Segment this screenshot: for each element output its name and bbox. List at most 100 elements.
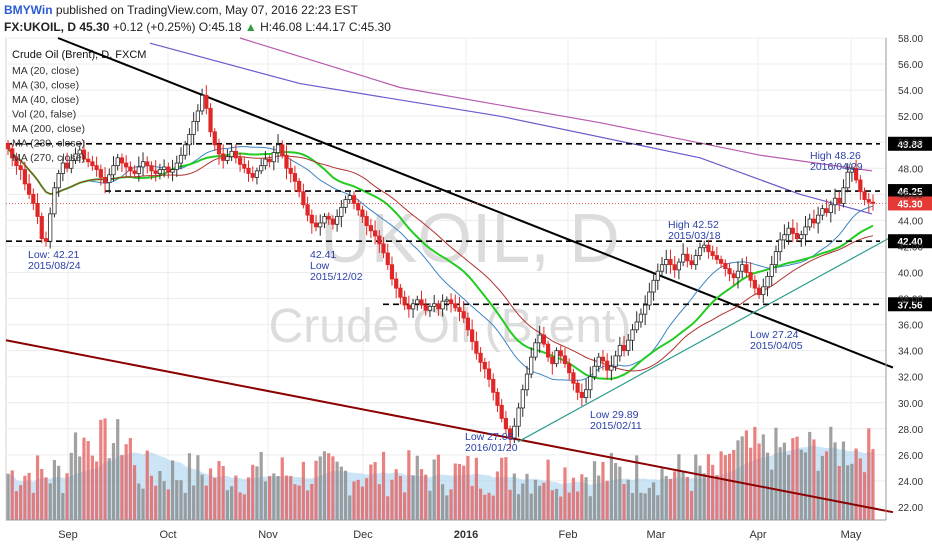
candle-body xyxy=(735,270,741,279)
candle-body xyxy=(748,272,753,281)
candle-body xyxy=(621,345,627,352)
candle-body xyxy=(174,162,179,170)
volume-bar xyxy=(626,479,630,520)
volume-bar xyxy=(124,444,128,520)
candle-body xyxy=(330,218,336,225)
support-trendline-red xyxy=(5,339,894,514)
volume-bar xyxy=(550,490,554,520)
legend-title: Crude Oil (Brent), D, FXCM xyxy=(12,49,146,61)
candle-body xyxy=(86,158,91,163)
legend-item: MA (200, close) xyxy=(12,123,85,135)
candle-body xyxy=(541,334,546,345)
volume-bar xyxy=(689,490,694,520)
candle-body xyxy=(225,156,230,161)
candle-body xyxy=(702,244,707,249)
volume-bar xyxy=(491,495,495,520)
candle-body xyxy=(659,264,665,272)
volume-bar xyxy=(630,492,635,520)
candle-body xyxy=(178,154,184,164)
volume-bar xyxy=(381,451,386,520)
volume-bar xyxy=(833,442,837,520)
symbol-name: FX:UKOIL, D xyxy=(4,20,76,34)
y-tick-label: 48.00 xyxy=(898,164,923,175)
candle-body xyxy=(351,195,357,204)
volume-bar xyxy=(605,480,609,520)
ma-30-line xyxy=(7,148,874,380)
candle-body xyxy=(567,363,572,374)
candle-body xyxy=(364,216,369,226)
candle-body xyxy=(216,144,222,155)
volume-bar xyxy=(694,454,698,520)
price-annotation: High 42.52 xyxy=(668,219,719,231)
candle-body xyxy=(394,278,399,289)
candle-body xyxy=(689,260,694,266)
candle-body xyxy=(854,167,859,181)
candle-body xyxy=(107,174,112,183)
candle-body xyxy=(153,170,158,174)
candle-body xyxy=(794,233,800,240)
volume-bar xyxy=(82,437,86,520)
volume-bar xyxy=(436,454,440,520)
low-value: L:44.17 xyxy=(305,20,346,34)
volume-bar xyxy=(761,434,765,520)
change-value: +0.12 (+0.25%) xyxy=(112,20,196,34)
volume-bar xyxy=(664,476,668,520)
volume-bar xyxy=(487,492,491,520)
candle-body xyxy=(26,183,32,195)
volume-bar xyxy=(706,454,711,520)
volume-bar xyxy=(263,481,267,520)
volume-bar xyxy=(419,469,424,520)
volume-bar xyxy=(656,495,660,520)
volume-bar xyxy=(268,476,272,520)
candle-body xyxy=(166,166,171,173)
volume-bar xyxy=(284,475,289,520)
volume-bar xyxy=(394,469,398,520)
volume-bar xyxy=(128,438,132,520)
candle-body xyxy=(335,216,340,225)
volume-bar xyxy=(86,441,90,520)
candle-body xyxy=(596,356,601,367)
ma-200-line xyxy=(239,37,873,172)
volume-bar xyxy=(297,485,301,520)
volume-bar xyxy=(428,490,432,520)
volume-bar xyxy=(35,455,40,520)
volume-bar xyxy=(373,462,377,520)
volume-bar xyxy=(158,470,162,520)
author-name[interactable]: BMYWin xyxy=(4,3,53,17)
candle-body xyxy=(782,234,787,241)
candle-body xyxy=(436,303,441,310)
volume-bar xyxy=(736,440,740,520)
volume-bar xyxy=(571,477,576,520)
candle-body xyxy=(470,329,475,342)
x-tick-label: Feb xyxy=(559,529,578,541)
volume-bar xyxy=(474,457,478,520)
candle-body xyxy=(406,304,411,310)
candle-body xyxy=(756,287,762,296)
y-tick-label: 32.00 xyxy=(898,373,923,384)
candle-body xyxy=(609,365,614,371)
candle-body xyxy=(145,161,150,167)
volume-bar xyxy=(162,481,166,520)
candle-body xyxy=(655,270,660,281)
level-badge xyxy=(888,136,932,151)
candle-body xyxy=(73,153,78,161)
candle-body xyxy=(309,214,314,224)
price-annotation: 2015/02/11 xyxy=(590,420,642,432)
volume-bar xyxy=(508,489,512,520)
x-tick-label: Sep xyxy=(58,529,78,541)
candle-body xyxy=(849,167,855,173)
volume-bar xyxy=(470,485,474,520)
candle-body xyxy=(841,187,846,204)
candle-body xyxy=(765,275,770,288)
candle-body xyxy=(740,264,745,272)
candle-body xyxy=(866,199,871,203)
volume-bar xyxy=(449,489,453,520)
volume-bar xyxy=(221,466,225,520)
ma-40-line xyxy=(7,148,874,372)
candle-body xyxy=(503,417,509,430)
volume-bar xyxy=(52,460,57,520)
candle-body xyxy=(271,152,276,163)
volume-bar xyxy=(57,465,61,520)
